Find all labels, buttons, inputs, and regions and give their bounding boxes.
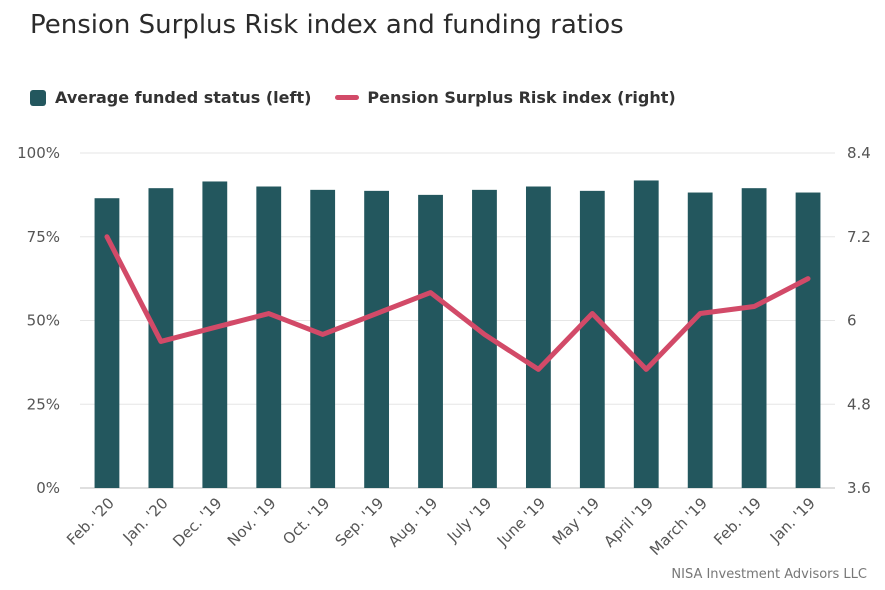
legend-swatch-line-icon — [335, 95, 360, 100]
y-right-tick-label: 7.2 — [847, 228, 871, 246]
legend-swatch-bar-icon — [30, 89, 46, 106]
x-tick-label: Dec. '19 — [169, 494, 225, 550]
x-tick-label: June '19 — [493, 494, 549, 550]
x-tick-label: March '19 — [646, 494, 711, 559]
x-tick-label: May '19 — [549, 494, 603, 548]
x-tick-label: Aug. '19 — [385, 494, 442, 551]
y-right-tick-label: 8.4 — [847, 144, 871, 162]
y-right-tick-label: 3.6 — [847, 479, 871, 497]
bar-funded-status — [579, 190, 605, 489]
legend-item-risk-index[interactable]: Pension Surplus Risk index (right) — [335, 88, 676, 107]
y-left-tick-label: 100% — [17, 144, 60, 162]
x-tick-label: Feb. '19 — [710, 494, 765, 549]
y-right-tick-label: 6 — [847, 312, 857, 330]
legend-item-funded-status[interactable]: Average funded status (left) — [30, 88, 311, 107]
bar-funded-status — [525, 186, 551, 488]
x-tick-label: April '19 — [600, 494, 657, 551]
bar-funded-status — [741, 188, 767, 489]
bar-funded-status — [795, 192, 821, 488]
x-tick-label: Nov. '19 — [224, 494, 280, 550]
chart-legend: Average funded status (left) Pension Sur… — [30, 88, 700, 107]
x-tick-label: Oct. '19 — [279, 494, 333, 548]
y-left-tick-label: 25% — [27, 395, 60, 413]
line-risk-index — [104, 234, 811, 372]
x-tick-label: Sep. '19 — [332, 494, 388, 550]
chart-credit: NISA Investment Advisors LLC — [671, 567, 867, 582]
bar-funded-status — [202, 181, 228, 488]
x-tick-label: July '19 — [443, 494, 495, 546]
bar-funded-status — [94, 198, 120, 488]
x-tick-label: Jan. '19 — [766, 494, 819, 547]
x-tick-label: Jan. '20 — [119, 494, 172, 547]
bar-funded-status — [633, 180, 659, 488]
x-tick-label: Feb. '20 — [63, 494, 118, 549]
chart-title: Pension Surplus Risk index and funding r… — [30, 10, 624, 40]
bar-funded-status — [256, 186, 282, 488]
legend-label-risk-index: Pension Surplus Risk index (right) — [367, 88, 676, 107]
bar-funded-status — [364, 190, 390, 489]
bar-funded-status — [687, 192, 713, 488]
y-left-tick-label: 50% — [27, 312, 60, 330]
bar-funded-status — [310, 189, 336, 488]
y-right-tick-label: 4.8 — [847, 395, 871, 413]
legend-label-funded-status: Average funded status (left) — [55, 88, 312, 107]
bar-funded-status — [418, 194, 443, 488]
y-left-tick-label: 0% — [36, 479, 60, 497]
y-left-tick-label: 75% — [27, 228, 60, 246]
